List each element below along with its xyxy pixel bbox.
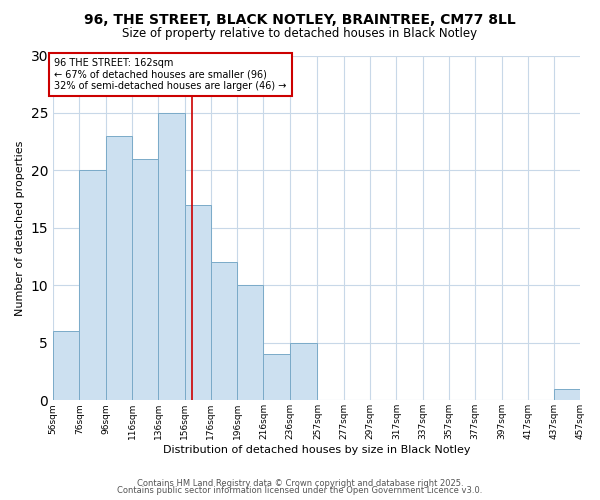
- Bar: [53, 332, 79, 400]
- Y-axis label: Number of detached properties: Number of detached properties: [15, 140, 25, 316]
- Text: Size of property relative to detached houses in Black Notley: Size of property relative to detached ho…: [122, 28, 478, 40]
- Bar: [290, 343, 317, 400]
- Bar: [79, 170, 106, 400]
- Text: Contains HM Land Registry data © Crown copyright and database right 2025.: Contains HM Land Registry data © Crown c…: [137, 478, 463, 488]
- Bar: [263, 354, 290, 401]
- Bar: [158, 113, 185, 401]
- Text: 96 THE STREET: 162sqm
← 67% of detached houses are smaller (96)
32% of semi-deta: 96 THE STREET: 162sqm ← 67% of detached …: [55, 58, 287, 91]
- Bar: [106, 136, 132, 400]
- Text: Contains public sector information licensed under the Open Government Licence v3: Contains public sector information licen…: [118, 486, 482, 495]
- Bar: [554, 389, 581, 400]
- Bar: [132, 159, 158, 400]
- Bar: [185, 205, 211, 400]
- Text: 96, THE STREET, BLACK NOTLEY, BRAINTREE, CM77 8LL: 96, THE STREET, BLACK NOTLEY, BRAINTREE,…: [84, 12, 516, 26]
- X-axis label: Distribution of detached houses by size in Black Notley: Distribution of detached houses by size …: [163, 445, 470, 455]
- Bar: [237, 286, 263, 401]
- Bar: [211, 262, 237, 400]
